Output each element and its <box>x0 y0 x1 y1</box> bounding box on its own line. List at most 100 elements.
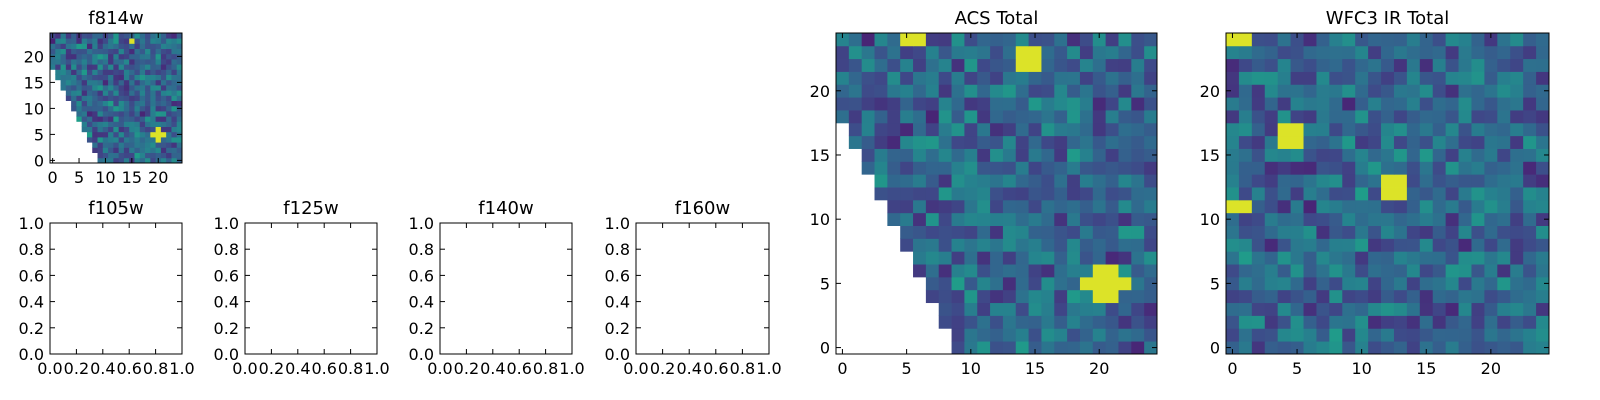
heatmap-cell <box>1054 110 1068 124</box>
heatmap-cell <box>155 38 162 44</box>
heatmap-cell <box>92 48 98 55</box>
heatmap-cell <box>129 100 135 107</box>
heatmap-cell <box>1238 341 1253 355</box>
heatmap-cell <box>1368 264 1382 278</box>
heatmap-cell <box>1041 97 1055 111</box>
heatmap-cell <box>1226 187 1240 201</box>
heatmap-cell <box>150 100 156 107</box>
heatmap-cell <box>977 251 991 265</box>
heatmap-cell <box>1393 135 1408 149</box>
heatmap-cell <box>123 116 130 122</box>
heatmap-cell <box>102 48 109 55</box>
heatmap-cell <box>977 45 991 60</box>
heatmap-cell <box>108 157 114 164</box>
heatmap-cell <box>1238 33 1253 47</box>
heatmap-cell <box>887 58 901 72</box>
heatmap-cell <box>1458 58 1472 72</box>
heatmap-cell <box>1041 341 1055 355</box>
heatmap-cell <box>1381 97 1395 111</box>
y-tick-label: 10 <box>24 99 44 118</box>
heatmap-cell <box>1445 264 1459 278</box>
heatmap-cell <box>171 152 178 159</box>
heatmap-cell <box>176 74 183 81</box>
heatmap-cell <box>129 95 135 101</box>
heatmap-cell <box>1067 238 1081 252</box>
heatmap-cell <box>1536 212 1550 226</box>
heatmap-cell <box>1445 238 1459 252</box>
heatmap-cell <box>1510 58 1524 72</box>
heatmap-cell <box>1406 264 1421 278</box>
heatmap-cell <box>990 161 1004 175</box>
heatmap-cell <box>171 121 178 127</box>
heatmap-cell <box>1251 302 1266 316</box>
heatmap-cell <box>1290 302 1304 316</box>
heatmap-cell <box>1238 71 1253 85</box>
heatmap-cell <box>951 341 965 355</box>
heatmap-cell <box>1105 135 1119 149</box>
heatmap-cell <box>1471 199 1485 214</box>
heatmap-cell <box>1303 110 1317 124</box>
heatmap-cell <box>1041 135 1055 149</box>
heatmap-cell <box>1118 328 1132 342</box>
heatmap-cell <box>1458 341 1472 355</box>
heatmap-cell <box>1536 97 1550 111</box>
heatmap-cell <box>1264 110 1279 124</box>
heatmap-cell <box>92 111 98 117</box>
heatmap-cell <box>166 142 172 148</box>
heatmap-cell <box>951 84 965 98</box>
heatmap-cell <box>1329 33 1343 47</box>
heatmap-cell <box>145 74 151 81</box>
heatmap-cell <box>160 157 167 164</box>
heatmap-cell <box>1131 225 1145 239</box>
heatmap-cell <box>1131 84 1145 98</box>
heatmap-cell <box>1329 289 1343 304</box>
heatmap-cell <box>176 43 183 49</box>
heatmap-cell <box>1118 251 1132 265</box>
heatmap-cell <box>166 74 172 81</box>
heatmap-cell <box>1329 315 1343 329</box>
heatmap-cell <box>951 289 965 304</box>
y-tick-label: 0.8 <box>409 240 434 259</box>
heatmap-cell <box>160 142 167 148</box>
heatmap-cell <box>176 38 183 44</box>
heatmap-cell <box>92 105 98 112</box>
heatmap-cell <box>1393 84 1408 98</box>
heatmap-cell <box>913 71 927 85</box>
heatmap-cell <box>925 238 940 252</box>
heatmap-cell <box>1054 302 1068 316</box>
heatmap-cell <box>139 69 146 75</box>
heatmap-cell <box>1028 276 1042 291</box>
heatmap-cell <box>1238 238 1253 252</box>
heatmap-cell <box>1226 161 1240 175</box>
heatmap-cell <box>1079 135 1094 149</box>
heatmap-cell <box>1406 225 1421 239</box>
heatmap-cell <box>938 122 952 137</box>
heatmap-cell <box>1381 187 1395 201</box>
heatmap-cell <box>861 97 875 111</box>
heatmap-cell <box>1510 315 1524 329</box>
heatmap-cell <box>1015 135 1029 149</box>
heatmap-cell <box>1144 135 1158 149</box>
heatmap-cell <box>1092 58 1107 72</box>
heatmap-cell <box>108 53 114 60</box>
heatmap-cell <box>925 276 940 291</box>
heatmap-cell <box>123 53 130 60</box>
heatmap-cell <box>65 48 72 55</box>
heatmap-cell <box>1316 289 1330 304</box>
heatmap-cell <box>1092 84 1107 98</box>
heatmap-cell <box>990 251 1004 265</box>
heatmap-cell <box>1002 264 1017 278</box>
heatmap-cell <box>1131 302 1145 316</box>
heatmap-cell <box>129 53 135 60</box>
x-tick-label: 1.0 <box>756 359 781 378</box>
heatmap-cell <box>1067 315 1081 329</box>
heatmap-cell <box>71 43 77 49</box>
heatmap-cell <box>964 33 978 47</box>
heatmap-cell <box>1251 84 1266 98</box>
heatmap-cell <box>1406 58 1421 72</box>
heatmap-cell <box>938 315 952 329</box>
heatmap-cell <box>92 33 98 39</box>
heatmap-cell <box>60 53 67 60</box>
heatmap-cell <box>1144 161 1158 175</box>
